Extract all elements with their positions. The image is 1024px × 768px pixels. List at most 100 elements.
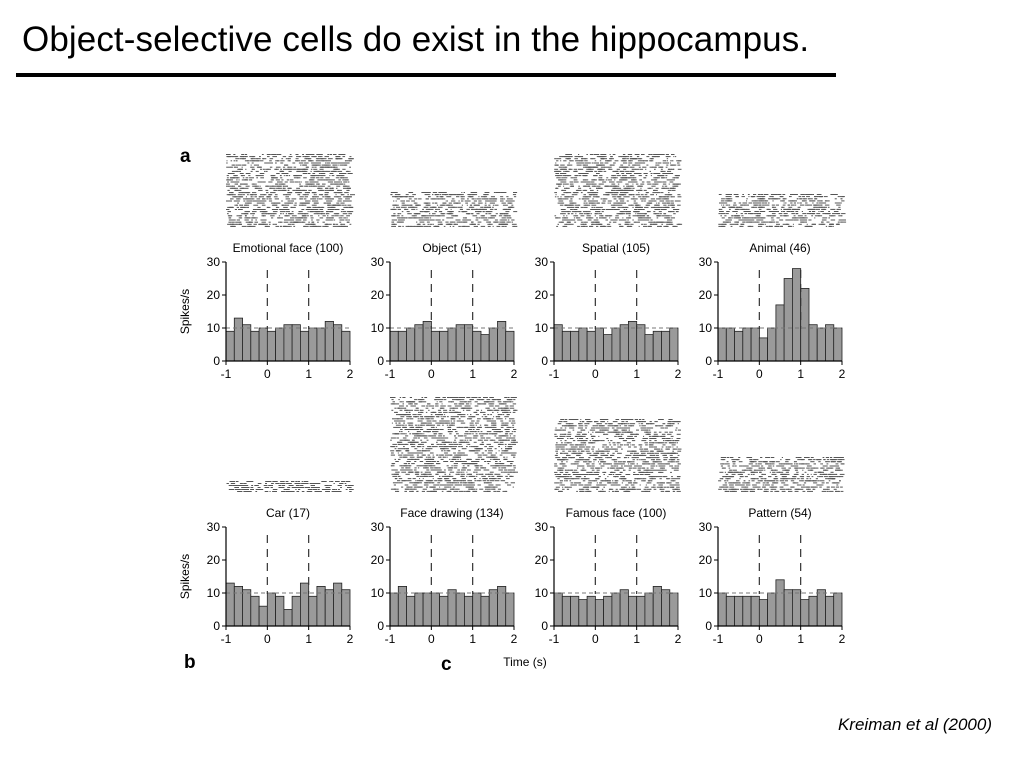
raster-tick bbox=[671, 206, 674, 208]
raster-tick bbox=[438, 446, 444, 448]
raster-tick bbox=[624, 156, 630, 158]
raster-tick bbox=[343, 187, 348, 189]
y-tick-label: 20 bbox=[535, 288, 549, 302]
raster-tick bbox=[579, 160, 584, 162]
raster-tick bbox=[275, 162, 277, 164]
raster-tick bbox=[596, 187, 600, 189]
raster-tick bbox=[435, 397, 441, 398]
raster-tick bbox=[283, 175, 285, 177]
raster-tick bbox=[341, 194, 345, 196]
raster-tick bbox=[401, 206, 406, 208]
raster-tick bbox=[613, 198, 616, 200]
raster-tick bbox=[614, 209, 618, 210]
raster-tick bbox=[238, 189, 242, 191]
histogram-bar bbox=[389, 330, 399, 362]
raster-tick bbox=[422, 192, 428, 193]
raster-tick bbox=[506, 200, 509, 202]
raster-tick bbox=[291, 487, 296, 488]
raster-tick bbox=[326, 213, 328, 215]
raster-tick bbox=[662, 196, 666, 198]
raster-tick bbox=[432, 454, 434, 456]
raster-tick bbox=[501, 443, 504, 445]
raster-tick bbox=[444, 454, 447, 456]
raster-tick bbox=[229, 194, 233, 196]
raster-tick bbox=[486, 206, 492, 208]
raster-tick bbox=[347, 487, 352, 488]
raster-tick bbox=[346, 481, 351, 482]
raster-tick bbox=[484, 424, 486, 426]
raster-tick bbox=[300, 485, 304, 486]
raster-tick bbox=[499, 435, 505, 437]
raster-tick bbox=[671, 160, 674, 162]
raster-tick bbox=[308, 185, 310, 187]
raster-tick bbox=[403, 414, 407, 416]
raster-tick bbox=[236, 206, 239, 208]
raster-tick bbox=[634, 209, 638, 210]
raster-tick bbox=[630, 181, 634, 183]
raster-tick bbox=[757, 194, 761, 195]
raster-tick bbox=[835, 223, 840, 225]
raster-tick bbox=[618, 198, 620, 200]
y-tick-label: 30 bbox=[207, 255, 221, 269]
raster-tick bbox=[807, 204, 813, 206]
raster-tick bbox=[392, 196, 397, 198]
raster-tick bbox=[718, 194, 722, 195]
histogram-bar bbox=[324, 320, 334, 362]
raster-tick bbox=[325, 164, 328, 166]
raster-tick bbox=[623, 168, 627, 170]
raster-tick bbox=[477, 403, 480, 405]
raster-tick bbox=[251, 156, 256, 158]
raster-tick bbox=[466, 441, 470, 443]
x-tick-label: -1 bbox=[221, 367, 232, 381]
raster-tick bbox=[642, 209, 645, 210]
raster-tick bbox=[395, 424, 399, 426]
raster-tick bbox=[805, 202, 808, 204]
raster-tick bbox=[564, 183, 569, 185]
raster-tick bbox=[305, 209, 311, 210]
raster-tick bbox=[403, 217, 405, 219]
raster-tick bbox=[309, 185, 312, 187]
raster-tick bbox=[431, 443, 434, 445]
raster-tick bbox=[562, 181, 565, 183]
raster-tick bbox=[677, 162, 680, 164]
raster-tick bbox=[448, 213, 450, 215]
raster-tick bbox=[567, 175, 570, 177]
raster-tick bbox=[612, 206, 616, 208]
raster-tick bbox=[408, 196, 411, 198]
raster-tick bbox=[436, 215, 441, 217]
raster-tick bbox=[825, 225, 828, 227]
raster-tick bbox=[252, 183, 256, 185]
raster-tick bbox=[265, 168, 269, 170]
x-tick-label: 0 bbox=[756, 367, 763, 381]
raster-tick bbox=[437, 414, 442, 416]
raster-tick bbox=[597, 164, 602, 166]
raster-tick bbox=[836, 202, 841, 204]
raster-tick bbox=[397, 443, 400, 445]
raster-tick bbox=[631, 204, 634, 206]
raster-tick bbox=[305, 181, 307, 183]
raster-tick bbox=[733, 202, 736, 204]
raster-tick bbox=[411, 206, 415, 208]
raster-tick bbox=[322, 489, 327, 490]
raster-tick bbox=[426, 217, 430, 219]
raster-tick bbox=[579, 213, 584, 215]
raster-tick bbox=[617, 181, 621, 183]
raster-tick bbox=[392, 223, 395, 225]
raster-tick bbox=[423, 437, 428, 439]
raster-tick bbox=[801, 211, 803, 212]
raster-tick bbox=[448, 213, 454, 215]
raster-tick bbox=[346, 215, 348, 217]
raster-tick bbox=[574, 158, 578, 160]
raster-tick bbox=[566, 156, 571, 158]
raster-tick bbox=[841, 196, 845, 198]
raster-tick bbox=[460, 399, 465, 401]
raster-tick bbox=[307, 158, 311, 160]
raster-tick bbox=[337, 200, 342, 202]
raster-tick bbox=[394, 418, 399, 420]
raster-tick bbox=[507, 401, 512, 403]
raster-tick bbox=[234, 487, 239, 488]
raster-tick bbox=[594, 192, 599, 194]
raster-tick bbox=[628, 189, 631, 191]
raster-tick bbox=[613, 219, 618, 221]
raster-tick bbox=[832, 208, 836, 210]
